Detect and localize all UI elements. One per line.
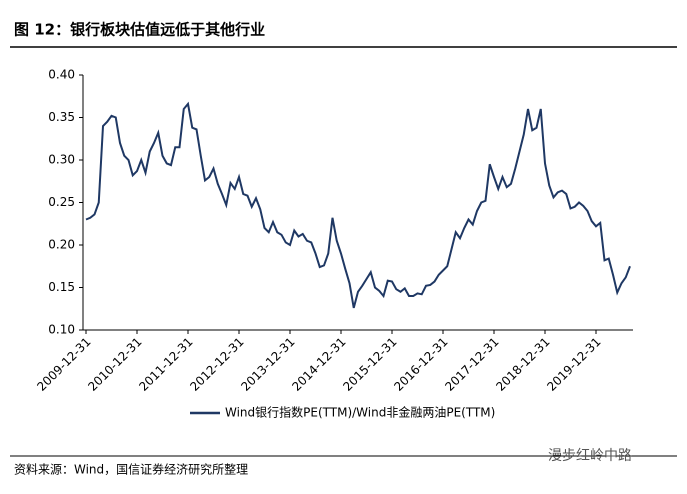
watermark: 漫步红岭中路 xyxy=(548,448,632,464)
y-tick-label: 0.25 xyxy=(48,195,75,209)
y-tick-label: 0.20 xyxy=(48,238,75,252)
chart-title: 图 12：银行板块估值远低于其他行业 xyxy=(14,21,265,39)
x-tick-label: 2012-12-31 xyxy=(187,335,246,394)
x-tick-label: 2017-12-31 xyxy=(442,335,501,394)
y-tick-label: 0.10 xyxy=(48,323,75,337)
x-tick-label: 2009-12-31 xyxy=(34,335,93,394)
y-tick-label: 0.30 xyxy=(48,153,75,167)
source: 资料来源：Wind，国信证券经济研究所整理 xyxy=(14,462,248,477)
legend-label: Wind银行指数PE(TTM)/Wind非金融两油PE(TTM) xyxy=(225,405,495,420)
x-tick-label: 2013-12-31 xyxy=(238,335,297,394)
x-tick-label: 2010-12-31 xyxy=(85,335,144,394)
y-tick-label: 0.40 xyxy=(48,68,75,82)
x-tick-label: 2018-12-31 xyxy=(493,335,552,394)
x-tick-label: 2011-12-31 xyxy=(136,335,195,394)
line xyxy=(85,101,631,309)
x-tick-label: 2015-12-31 xyxy=(340,335,399,394)
y-tick-label: 0.35 xyxy=(48,110,75,124)
x-tick-label: 2014-12-31 xyxy=(289,335,348,394)
x-tick-label: 2016-12-31 xyxy=(391,335,450,394)
x-tick-label: 2019-12-31 xyxy=(544,335,603,394)
y-tick-label: 0.15 xyxy=(48,280,75,294)
